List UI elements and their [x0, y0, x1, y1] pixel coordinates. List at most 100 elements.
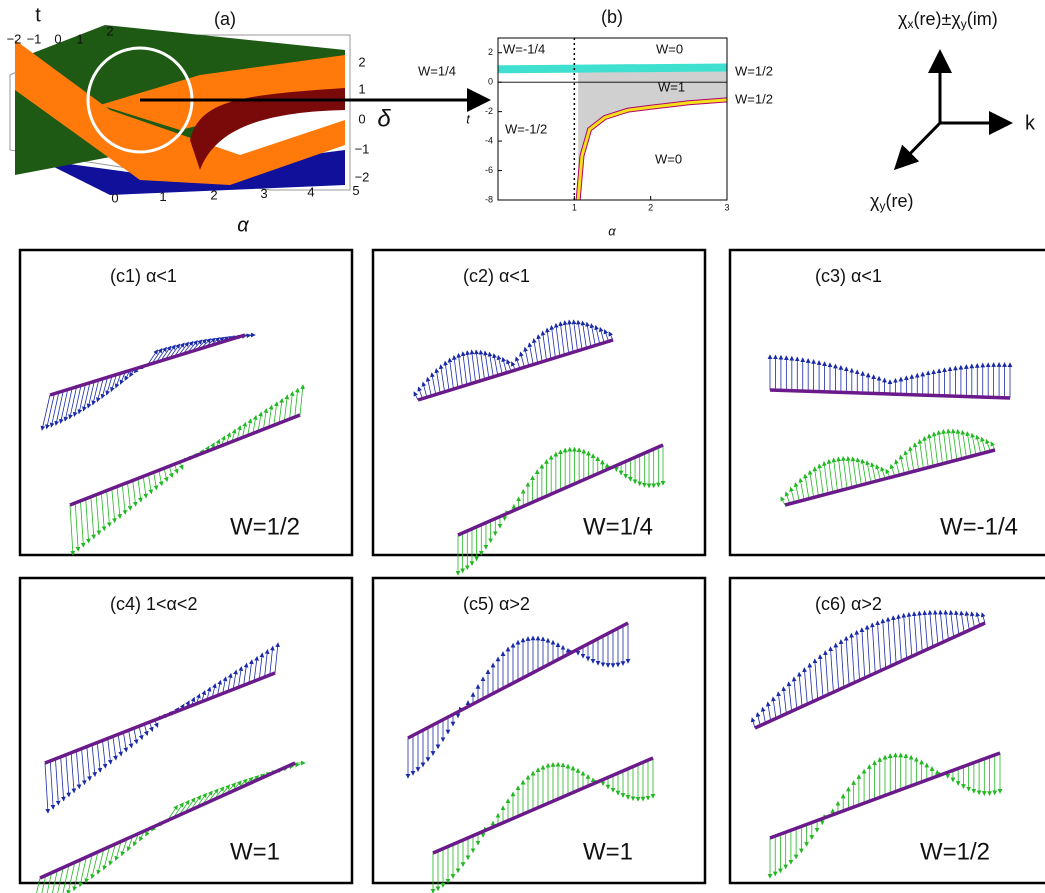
panel-label: (b)	[601, 7, 623, 27]
spin-arrow	[906, 611, 913, 657]
spin-arrow	[95, 494, 102, 536]
spin-arrow	[100, 377, 108, 400]
spin-arrow	[90, 851, 99, 880]
spin-arrow	[82, 382, 91, 412]
spin-arrow	[111, 488, 117, 524]
chain	[432, 756, 654, 855]
spin-arrow	[812, 466, 819, 497]
spin-arrow	[248, 659, 254, 684]
spin-arrow	[232, 669, 238, 690]
tick-label: 0	[111, 190, 118, 205]
spin-arrow	[784, 491, 791, 504]
spin-arrow	[120, 838, 128, 857]
spin-arrow	[964, 610, 970, 631]
spin-arrow	[452, 354, 459, 388]
spin-arrow	[781, 686, 787, 714]
spin-arrow	[523, 346, 530, 366]
spin-arrow	[970, 432, 977, 456]
tick-label: 2	[106, 23, 113, 38]
spin-arrow	[227, 672, 233, 692]
spin-arrow	[823, 650, 829, 695]
chain	[39, 761, 296, 880]
spin-arrow	[81, 748, 87, 786]
spin-arrow	[117, 734, 124, 757]
spin-arrow	[875, 620, 881, 671]
spin-arrow	[289, 391, 295, 420]
spin-arrow	[980, 612, 986, 624]
y-tick-label: -2	[485, 106, 493, 116]
tick-label: 4	[307, 184, 314, 199]
panel-label: (c2) α<1	[463, 266, 530, 286]
spin-arrow	[107, 738, 113, 765]
spin-arrow	[506, 359, 512, 372]
side-label: W=1/4	[418, 63, 456, 78]
x-tick-label: 2	[648, 202, 653, 212]
chain	[44, 671, 276, 765]
spin-arrow	[438, 364, 445, 392]
spin-arrow	[889, 463, 896, 477]
spin-arrow	[793, 482, 800, 502]
spin-arrow	[931, 431, 939, 466]
spin-arrow	[938, 609, 944, 643]
spin-arrow	[985, 438, 991, 452]
axis-label: χy(re)	[870, 191, 913, 213]
spin-arrow	[932, 609, 939, 645]
spin-arrow	[941, 428, 948, 463]
axes-diagram: χx(re)±χy(im) k χy(re)	[870, 9, 1036, 213]
spin-arrow	[421, 381, 428, 398]
spin-arrow	[278, 397, 284, 424]
spin-arrow	[567, 319, 574, 353]
spin-arrow	[514, 356, 521, 369]
spin-arrow	[434, 368, 441, 394]
chain	[49, 333, 246, 397]
spin-arrow	[948, 609, 955, 638]
tick-label: 5	[352, 183, 359, 198]
spin-arrow	[236, 425, 242, 440]
panel: (c2) α<1 W=1/4	[371, 248, 707, 576]
spin-arrow	[980, 436, 986, 453]
spin-arrow	[894, 459, 900, 476]
spin-arrow	[898, 454, 905, 474]
spin-arrow	[807, 662, 813, 702]
spin-arrow	[143, 724, 149, 737]
chain	[769, 751, 1001, 840]
spin-arrow	[96, 742, 103, 773]
spin-arrow	[922, 435, 929, 468]
spin-arrow	[469, 349, 477, 383]
spin-arrow	[168, 466, 174, 479]
spin-arrow	[797, 671, 803, 707]
spin-arrow	[160, 345, 172, 362]
spin-arrow	[102, 740, 108, 769]
spin-arrow	[164, 344, 176, 360]
spin-arrow	[950, 428, 958, 461]
spin-arrow	[562, 320, 570, 354]
y-tick-label: -4	[485, 135, 493, 145]
spin-arrow	[780, 496, 786, 506]
x-tick-label: 3	[724, 202, 729, 212]
chain	[784, 448, 996, 507]
region-label: W=0	[656, 41, 683, 56]
spin-arrow	[46, 872, 52, 893]
panel: (c5) α>2 W=1	[371, 576, 707, 893]
spin-arrow	[137, 478, 143, 503]
spin-arrow	[57, 867, 64, 893]
spin-arrow	[60, 756, 66, 802]
spin-arrow	[786, 681, 792, 712]
region-label: W=0	[655, 151, 682, 166]
spin-arrow	[75, 750, 82, 790]
spin-arrow	[589, 323, 596, 346]
spin-arrow	[253, 655, 259, 682]
spin-arrow	[492, 353, 499, 376]
spin-arrow	[912, 442, 920, 471]
spin-arrow	[138, 726, 144, 741]
spin-arrow	[875, 464, 881, 481]
panel: (c4) 1<α<2 W=1	[18, 576, 354, 893]
chain	[69, 413, 301, 507]
spin-arrow	[114, 373, 122, 389]
panel-frame	[371, 576, 707, 885]
spin-arrow	[571, 319, 578, 351]
spin-arrow	[283, 394, 290, 422]
spin-arrow	[96, 378, 104, 403]
spin-arrow	[802, 667, 808, 705]
spin-arrow	[531, 338, 539, 364]
